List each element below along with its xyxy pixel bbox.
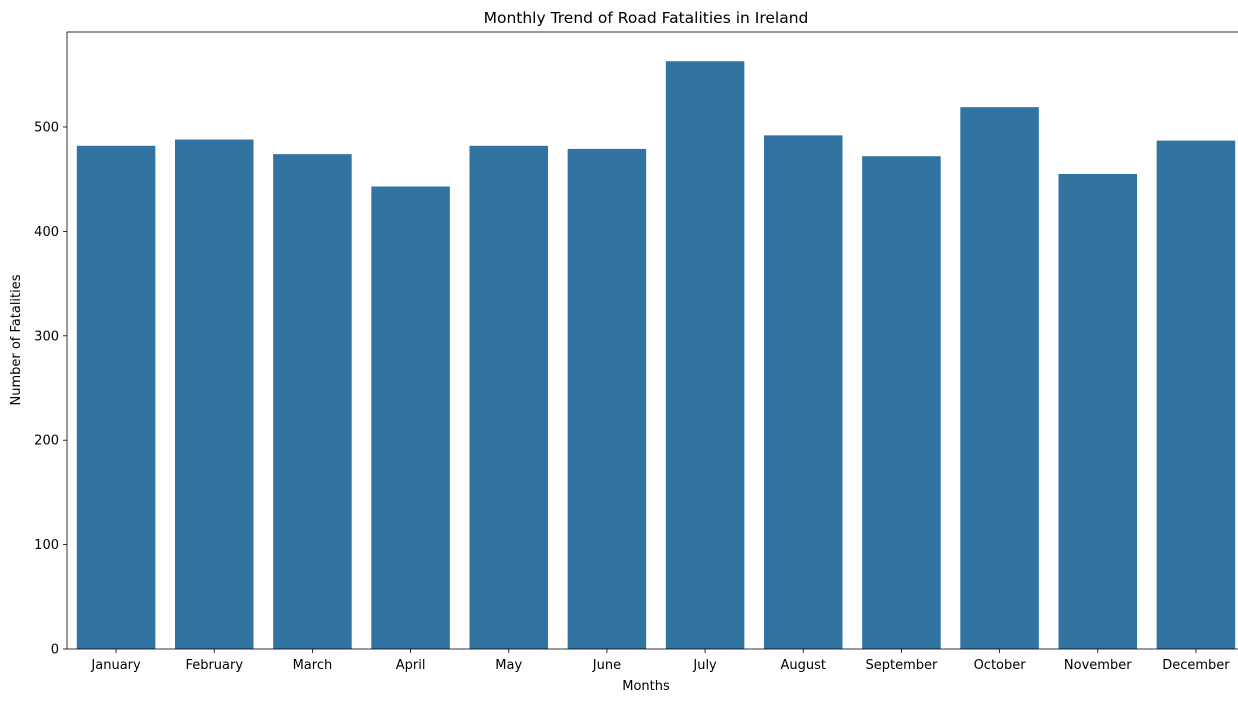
x-tick-label: October (974, 658, 1027, 673)
bar-august (763, 135, 843, 650)
bar-april (371, 186, 450, 649)
y-tick-label: 500 (34, 121, 59, 136)
x-tick-label: September (865, 658, 938, 673)
bar-november (1058, 173, 1138, 650)
x-tick-label: February (185, 658, 243, 673)
y-tick-label: 200 (34, 434, 59, 449)
x-tick-label: June (592, 658, 621, 673)
x-tick-label: August (781, 658, 827, 673)
x-axis: January February March April May June July Augu… (90, 649, 1230, 673)
y-tick-label: 0 (51, 643, 59, 658)
bar-may (469, 145, 549, 650)
y-tick-label: 300 (34, 329, 59, 344)
y-tick-label: 400 (34, 225, 59, 240)
x-tick-label: December (1162, 658, 1230, 673)
x-tick-label: March (293, 658, 333, 673)
bar-october (960, 107, 1039, 650)
bars-group (76, 61, 1236, 650)
bar-january (76, 145, 156, 650)
x-tick-label: November (1064, 658, 1132, 673)
x-tick-label: April (396, 658, 426, 673)
bar-march (273, 154, 352, 649)
x-tick-label: July (692, 658, 717, 673)
x-axis-label: Months (622, 679, 670, 694)
bar-february (174, 139, 254, 649)
plot-frame (66, 31, 1238, 650)
y-axis: 0 100 200 300 400 500 (34, 121, 67, 658)
chart-title: Monthly Trend of Road Fatalities in Irel… (484, 9, 809, 27)
x-tick-label: January (90, 658, 141, 673)
bar-july (665, 61, 745, 650)
x-tick-label: May (495, 658, 522, 673)
bar-december (1156, 140, 1236, 649)
y-axis-label: Number of Fatalities (9, 274, 24, 405)
bar-september (862, 156, 941, 650)
y-tick-label: 100 (34, 538, 59, 553)
bar-june (567, 148, 647, 649)
